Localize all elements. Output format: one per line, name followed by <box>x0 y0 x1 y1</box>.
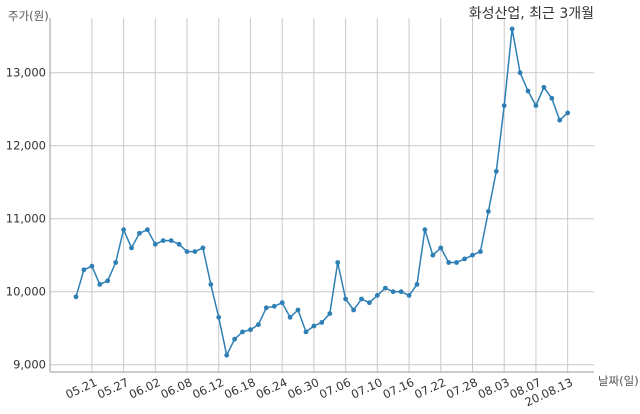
data-point <box>327 311 333 316</box>
data-point <box>287 314 293 320</box>
y-tick-labels: 9,000 10,000 11,000 12,000 13,000 <box>6 66 46 372</box>
data-point <box>248 327 253 333</box>
axes <box>49 18 594 373</box>
data-point <box>121 227 126 233</box>
data-point <box>137 230 142 236</box>
data-point <box>256 322 261 327</box>
x-tick-labels: 05.2105.2706.0206.0806.1206.1806.2406.30… <box>63 375 575 409</box>
data-point <box>224 352 230 358</box>
data-point <box>390 289 396 295</box>
data-point <box>81 267 87 273</box>
x-tick-label: 07.28 <box>444 375 480 402</box>
data-point <box>73 294 79 300</box>
data-point <box>200 245 206 251</box>
x-axis-title: 날짜(일) <box>598 374 639 388</box>
data-point <box>89 263 95 269</box>
x-tick-label: 06.02 <box>127 375 163 402</box>
data-point <box>113 260 119 265</box>
data-point <box>501 103 507 108</box>
data-point <box>176 241 182 247</box>
data-point <box>351 307 356 313</box>
data-point <box>430 252 436 258</box>
data-point <box>454 260 459 265</box>
data-point <box>152 241 158 247</box>
data-point <box>462 256 467 262</box>
data-point <box>533 103 539 108</box>
x-tick-label: 07.22 <box>412 375 448 402</box>
series <box>73 26 571 358</box>
data-point <box>105 278 111 284</box>
x-tick-label: 06.18 <box>222 375 258 402</box>
x-tick-label: 07.16 <box>381 375 417 402</box>
data-point <box>486 209 491 214</box>
y-axis-title: 주가(원) <box>8 9 49 23</box>
data-point <box>335 260 341 265</box>
data-point <box>565 110 571 116</box>
data-point <box>279 300 285 306</box>
data-point <box>97 282 103 287</box>
data-point <box>208 282 214 287</box>
data-point <box>160 238 166 244</box>
data-point <box>271 303 277 309</box>
data-point <box>184 249 190 255</box>
data-point <box>406 293 412 298</box>
y-tick-label: 12,000 <box>6 139 46 153</box>
data-point <box>374 293 380 298</box>
x-tick-label: 05.27 <box>95 375 131 402</box>
x-tick-label: 06.08 <box>159 375 195 402</box>
data-point <box>493 168 499 174</box>
data-point <box>446 260 452 265</box>
x-tick-label: 06.30 <box>285 375 321 402</box>
x-tick-label: 08.03 <box>476 375 512 402</box>
data-point <box>557 117 563 123</box>
data-point <box>525 88 531 94</box>
data-point <box>367 300 372 306</box>
data-point <box>541 84 547 90</box>
data-point <box>517 70 523 76</box>
data-point <box>470 252 475 258</box>
data-point <box>422 227 428 233</box>
data-point <box>359 296 364 302</box>
x-tick-label: 07.06 <box>317 375 353 402</box>
x-tick-label: 06.24 <box>254 375 290 402</box>
y-tick-label: 11,000 <box>6 212 46 226</box>
data-point <box>129 245 134 251</box>
y-tick-label: 13,000 <box>6 66 46 80</box>
data-point <box>311 323 317 329</box>
series-line <box>75 28 569 356</box>
data-point <box>216 314 222 320</box>
x-tick-label: 06.12 <box>190 375 226 402</box>
data-point <box>549 95 555 101</box>
data-point <box>382 285 388 291</box>
data-point <box>145 227 150 233</box>
x-tick-label: 07.10 <box>349 375 385 402</box>
data-point <box>478 249 483 255</box>
y-tick-label: 10,000 <box>6 285 46 299</box>
data-point <box>263 305 269 311</box>
data-point <box>168 238 174 244</box>
grid <box>50 18 594 372</box>
x-tick-label: 05.21 <box>63 375 99 402</box>
data-point <box>343 296 348 302</box>
data-point <box>192 249 198 255</box>
data-point <box>303 329 309 335</box>
data-point <box>232 336 238 342</box>
data-point <box>295 307 301 313</box>
y-tick-label: 9,000 <box>13 358 46 372</box>
data-point <box>438 245 444 251</box>
data-point <box>509 26 515 32</box>
data-point <box>319 320 325 325</box>
data-point <box>240 329 245 335</box>
chart-title: 화성산업, 최근 3개월 <box>469 6 594 22</box>
data-point <box>398 289 404 295</box>
data-point <box>414 282 420 287</box>
